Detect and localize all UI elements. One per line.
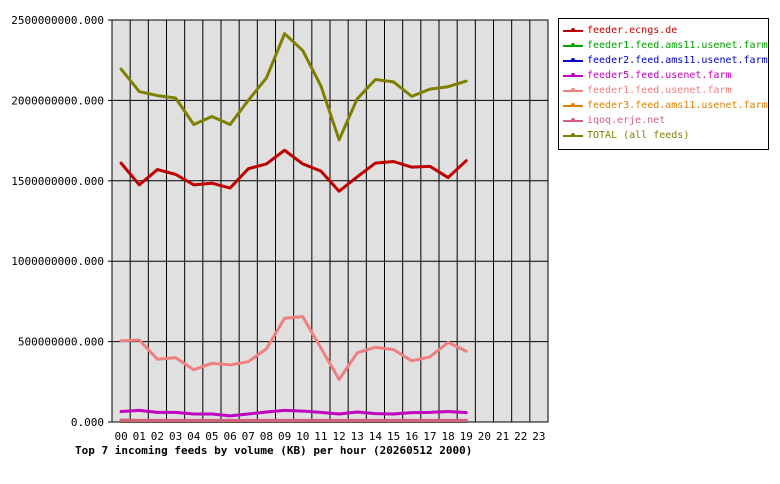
- x-tick-label: 16: [405, 430, 418, 443]
- x-tick-label: 02: [151, 430, 164, 443]
- x-tick-label: 01: [133, 430, 146, 443]
- x-tick-label: 19: [460, 430, 473, 443]
- x-tick-label: 21: [496, 430, 509, 443]
- y-tick-label: 500000000.000: [18, 336, 104, 349]
- legend-label: TOTAL (all feeds): [587, 128, 689, 143]
- y-tick-label: 1500000000.000: [11, 175, 104, 188]
- legend-swatch-marker: [571, 73, 575, 77]
- legend-item: iqoq.erje.net: [559, 113, 768, 128]
- x-tick-label: 15: [387, 430, 400, 443]
- x-tick-label: 07: [242, 430, 255, 443]
- legend-swatch-marker: [571, 133, 575, 137]
- legend-swatch-marker: [571, 118, 575, 122]
- x-tick-label: 14: [369, 430, 383, 443]
- x-tick-label: 12: [332, 430, 345, 443]
- legend-label: feeder1.feed.ams11.usenet.farm: [587, 38, 768, 53]
- legend-label: feeder3.feed.ams11.usenet.farm: [587, 98, 768, 113]
- x-tick-label: 23: [532, 430, 545, 443]
- x-tick-label: 08: [260, 430, 273, 443]
- x-tick-label: 22: [514, 430, 527, 443]
- x-tick-label: 18: [441, 430, 454, 443]
- legend-label: feeder.ecngs.de: [587, 23, 677, 38]
- legend-swatch-marker: [571, 28, 575, 32]
- legend-label: feeder1.feed.usenet.farm: [587, 83, 732, 98]
- legend-item: feeder2.feed.ams11.usenet.farm: [559, 53, 768, 68]
- x-tick-label: 05: [205, 430, 218, 443]
- x-tick-label: 09: [278, 430, 291, 443]
- x-tick-label: 04: [187, 430, 201, 443]
- y-tick-label: 0.000: [71, 416, 104, 429]
- x-tick-label: 00: [114, 430, 127, 443]
- x-tick-label: 10: [296, 430, 309, 443]
- legend-item: feeder.ecngs.de: [559, 23, 768, 38]
- legend-label: feeder2.feed.ams11.usenet.farm: [587, 53, 768, 68]
- x-tick-label: 06: [223, 430, 236, 443]
- x-tick-label: 20: [478, 430, 491, 443]
- legend-item: TOTAL (all feeds): [559, 128, 768, 143]
- x-tick-label: 13: [351, 430, 364, 443]
- x-tick-label: 11: [314, 430, 327, 443]
- legend-swatch-marker: [571, 103, 575, 107]
- legend-label: feeder5.feed.usenet.farm: [587, 68, 732, 83]
- chart-title: Top 7 incoming feeds by volume (KB) per …: [75, 444, 472, 457]
- legend-swatch-marker: [571, 43, 575, 47]
- x-tick-label: 03: [169, 430, 182, 443]
- legend-swatch-marker: [571, 58, 575, 62]
- legend-item: feeder5.feed.usenet.farm: [559, 68, 768, 83]
- y-tick-label: 2000000000.000: [11, 94, 104, 107]
- legend-item: feeder1.feed.ams11.usenet.farm: [559, 38, 768, 53]
- y-tick-label: 1000000000.000: [11, 255, 104, 268]
- legend-item: feeder3.feed.ams11.usenet.farm: [559, 98, 768, 113]
- legend-swatch-marker: [571, 88, 575, 92]
- legend-item: feeder1.feed.usenet.farm: [559, 83, 768, 98]
- y-tick-label: 2500000000.000: [11, 14, 104, 27]
- x-tick-label: 17: [423, 430, 436, 443]
- legend-label: iqoq.erje.net: [587, 113, 665, 128]
